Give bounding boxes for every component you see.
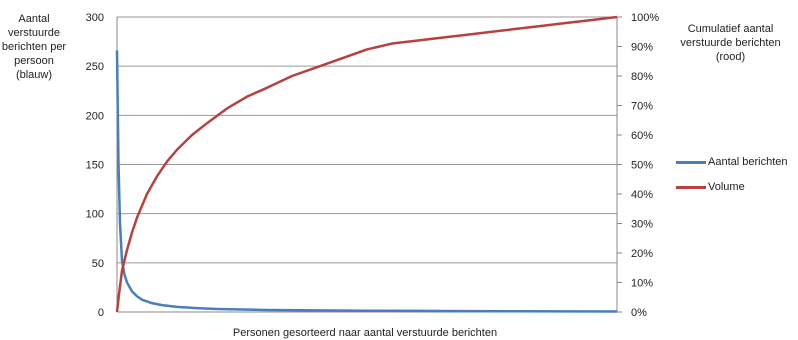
y-right-tick-label: 20% xyxy=(631,248,653,260)
x-axis-label-text: Personen gesorteerd naar aantal verstuur… xyxy=(232,327,498,339)
left-tick-labels: 0 50 100 150 200 250 300 xyxy=(86,12,104,319)
legend-entry-aantal-berichten: Aantal berichten xyxy=(676,156,788,168)
y-left-tick-label: 100 xyxy=(86,209,104,221)
series-line-volume xyxy=(115,15,618,313)
legend-label: Aantal berichten xyxy=(708,156,788,168)
legend-entry-volume: Volume xyxy=(676,181,745,193)
y-left-tick-label: 250 xyxy=(86,61,104,73)
y-right-tick-label: 0% xyxy=(631,307,647,319)
y-left-tick-label: 50 xyxy=(92,258,104,270)
y-left-tick-label: 150 xyxy=(86,160,104,172)
y-right-tick-label: 40% xyxy=(631,189,653,201)
y-left-tick-label: 300 xyxy=(86,12,104,24)
y-axis-label-left: Aantal verstuurde berichten per persoon … xyxy=(1,13,67,81)
series-lines xyxy=(115,15,618,313)
y-axis-label-right: Cumulatief aantal verstuurde berichten (… xyxy=(680,23,781,63)
x-axis-label: Personen gesorteerd naar aantal verstuur… xyxy=(0,326,740,340)
y-right-tick-label: 60% xyxy=(631,130,653,142)
y-right-tick-label: 50% xyxy=(631,160,653,172)
y-left-tick-label: 0 xyxy=(98,307,104,319)
y-left-tick-label: 200 xyxy=(86,110,104,122)
y-right-tick-label: 100% xyxy=(631,12,659,24)
y-right-tick-label: 70% xyxy=(631,101,653,113)
y-right-tick-label: 10% xyxy=(631,278,653,290)
gridlines xyxy=(117,16,617,313)
legend-swatch-blue xyxy=(676,160,706,164)
y-right-tick-label: 30% xyxy=(631,219,653,231)
series-line-aantal-berichten xyxy=(115,50,618,313)
right-tick-labels: 0% 10% 20% 30% 40% 50% 60% 70% 80% 90% 100% xyxy=(631,12,659,319)
y-right-tick-label: 80% xyxy=(631,71,653,83)
y-right-tick-label: 90% xyxy=(631,42,653,54)
legend-label: Volume xyxy=(708,181,745,193)
legend-swatch-red xyxy=(676,185,706,189)
